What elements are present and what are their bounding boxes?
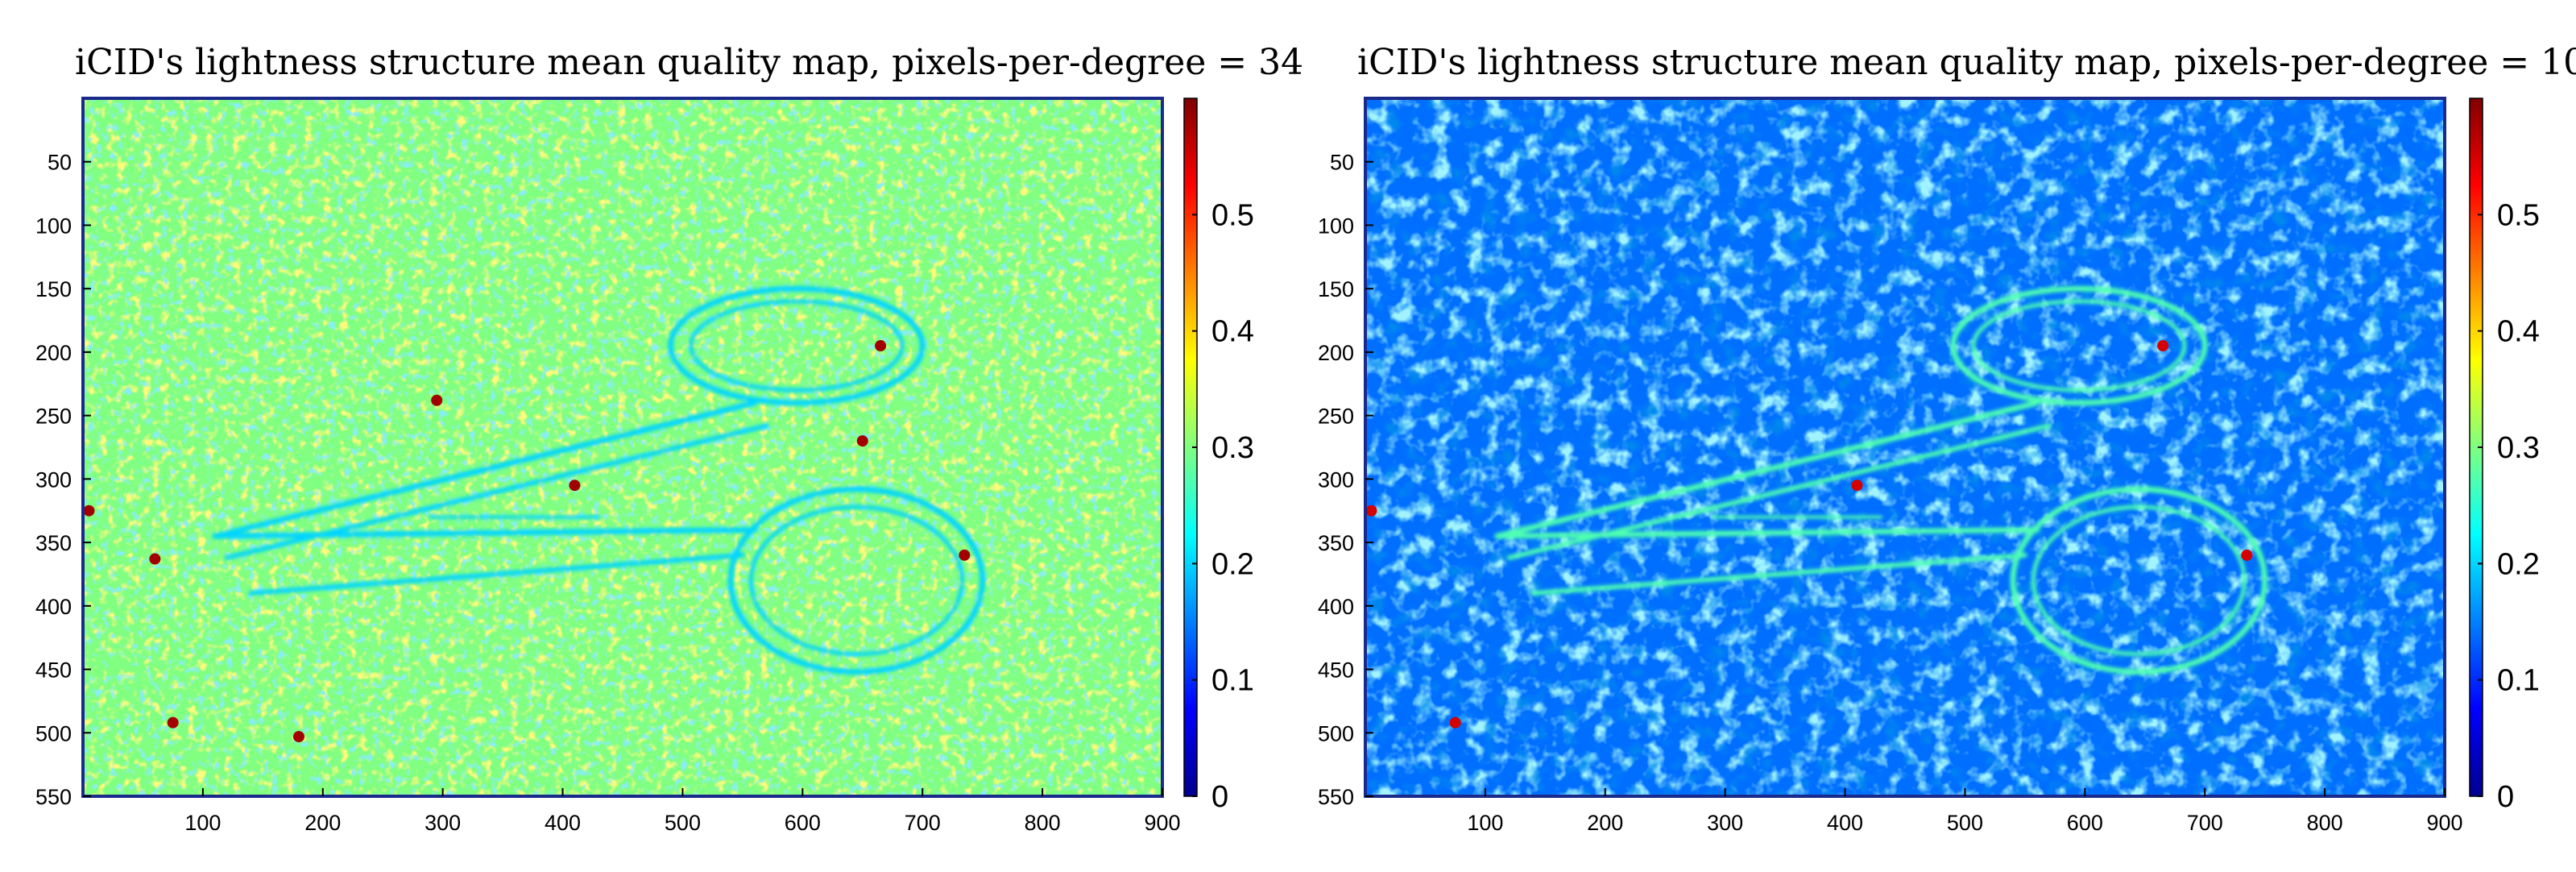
hotspot-9	[293, 730, 304, 742]
colorbar-tick-label: 0	[2497, 780, 2514, 814]
hotspot-7	[149, 553, 161, 565]
y-tick-label: 250	[1318, 405, 1354, 429]
y-tick-label: 400	[35, 595, 72, 619]
colorbar	[1184, 98, 1197, 796]
hotspot-8	[167, 716, 179, 729]
scissors-upper-ring-outer	[668, 285, 926, 406]
scissors-structure	[1494, 285, 2268, 675]
colorbar-tick-label: 0.4	[1211, 315, 1254, 349]
x-tick-label: 300	[425, 811, 461, 835]
x-tick-label: 100	[1467, 811, 1503, 835]
x-tick-label: 800	[2307, 811, 2343, 835]
y-tick-label: 250	[35, 405, 72, 429]
y-tick-label: 50	[1330, 151, 1354, 175]
y-tick-label: 350	[35, 531, 72, 555]
scissors-blade-upper-edge	[1494, 400, 2040, 539]
colorbar-tick-label: 0.1	[2497, 664, 2540, 698]
y-tick-label: 50	[48, 151, 72, 175]
chart-title: iCID's lightness structure mean quality …	[75, 42, 1303, 83]
scissors-upper-ring-outer	[1950, 285, 2208, 406]
colorbar-tick-label: 0.3	[2497, 431, 2540, 465]
colorbar-tick-label: 0.2	[1211, 547, 1254, 581]
x-tick-label: 700	[905, 811, 941, 835]
hotspot-4	[856, 435, 868, 447]
x-tick-label: 400	[545, 811, 581, 835]
hotspot-5	[1449, 716, 1461, 729]
heatmap-texture-2	[83, 98, 1162, 796]
scissors-blade-upper-edge	[212, 400, 758, 539]
scissors-upper-ring-inner	[689, 299, 905, 392]
x-tick-label: 900	[1144, 811, 1180, 835]
hotspot-6	[875, 340, 887, 352]
hotspot-3	[569, 480, 581, 492]
colorbar-tick-label: 0.2	[2497, 547, 2540, 581]
y-tick-label: 450	[1318, 658, 1354, 683]
colorbar-tick-label: 0	[1211, 780, 1228, 814]
plot-frame	[81, 97, 1164, 798]
y-tick-label: 400	[1318, 595, 1354, 619]
scissors-blade-lower-edge-2	[248, 552, 745, 596]
panel-1: iCID's lightness structure mean quality …	[35, 42, 1303, 835]
x-tick-label: 500	[1947, 811, 1983, 835]
hotspot-4	[2157, 340, 2169, 352]
hotspot-2	[1851, 480, 1863, 492]
heatmap-texture-2	[1365, 98, 2445, 796]
x-tick-label: 200	[1587, 811, 1623, 835]
y-tick-label: 150	[35, 277, 72, 301]
colorbar-tick-label: 0.1	[1211, 664, 1254, 698]
x-tick-label: 700	[2187, 811, 2223, 835]
panel-2: iCID's lightness structure mean quality …	[1318, 42, 2576, 835]
scissors-blade-lower-edge-2	[1530, 552, 2027, 596]
x-tick-label: 400	[1827, 811, 1863, 835]
y-tick-label: 350	[1318, 531, 1354, 555]
x-tick-label: 600	[2067, 811, 2103, 835]
hotspot-1	[1365, 505, 1377, 517]
y-tick-label: 500	[1318, 721, 1354, 745]
heatmap-area	[83, 98, 1162, 796]
hotspot-1	[83, 505, 95, 517]
x-tick-label: 500	[665, 811, 701, 835]
colorbar-tick-label: 0.4	[2497, 315, 2540, 349]
scissors-lower-ring-outer	[727, 486, 986, 675]
y-tick-label: 550	[35, 785, 72, 809]
plot-frame	[1364, 97, 2446, 798]
x-tick-label: 300	[1707, 811, 1743, 835]
y-tick-label: 300	[35, 467, 72, 492]
hotspot-2	[431, 394, 443, 406]
chart-title: iCID's lightness structure mean quality …	[1357, 42, 2576, 83]
x-tick-label: 600	[785, 811, 821, 835]
scissors-lower-ring-inner	[748, 505, 964, 657]
scissors-blade-lower-edge	[212, 526, 758, 539]
scissors-blade-lower-edge	[1494, 526, 2040, 539]
y-tick-label: 500	[35, 721, 72, 745]
scissors-upper-ring-inner	[1971, 299, 2187, 392]
x-tick-label: 100	[184, 811, 221, 835]
scissors-lower-ring-outer	[2010, 486, 2268, 675]
y-tick-label: 100	[35, 214, 72, 238]
colorbar	[2470, 98, 2483, 796]
x-tick-label: 900	[2426, 811, 2462, 835]
hotspot-5	[959, 549, 971, 561]
colorbar-tick-label: 0.5	[2497, 198, 2540, 232]
y-tick-label: 300	[1318, 467, 1354, 492]
x-tick-label: 800	[1025, 811, 1061, 835]
hotspot-3	[2241, 549, 2253, 561]
heatmap-area	[1365, 98, 2445, 796]
y-tick-label: 150	[1318, 277, 1354, 301]
y-tick-label: 200	[1318, 341, 1354, 365]
colorbar-tick-label: 0.5	[1211, 198, 1254, 232]
scissors-lower-ring-inner	[2031, 505, 2247, 657]
x-tick-label: 200	[304, 811, 341, 835]
scissors-structure	[212, 285, 986, 675]
y-tick-label: 550	[1318, 785, 1354, 809]
y-tick-label: 100	[1318, 214, 1354, 238]
y-tick-label: 450	[35, 658, 72, 683]
colorbar-tick-label: 0.3	[1211, 431, 1254, 465]
y-tick-label: 200	[35, 341, 72, 365]
